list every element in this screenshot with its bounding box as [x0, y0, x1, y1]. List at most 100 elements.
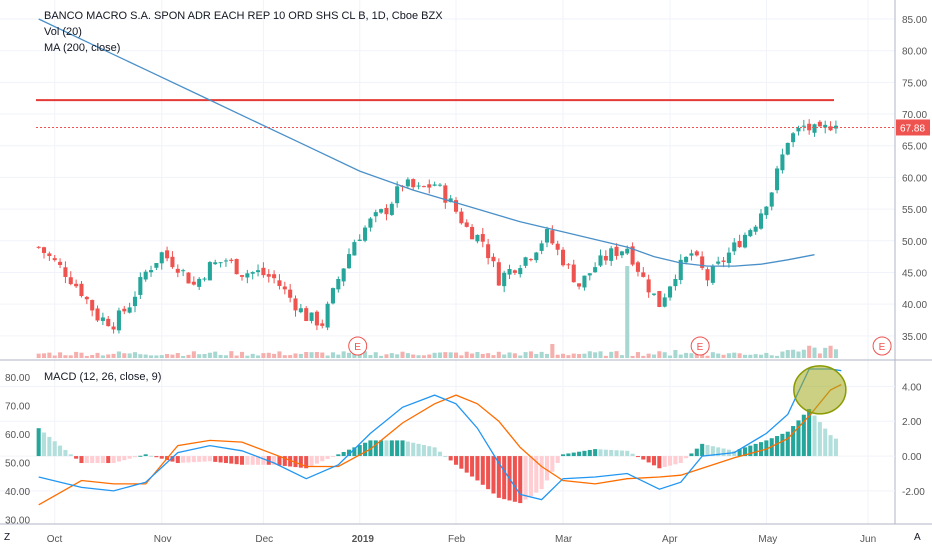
candle [100, 317, 105, 321]
candle [539, 243, 544, 251]
rsi-axis-tick: 40.00 [5, 487, 30, 498]
candle [678, 259, 683, 281]
macd-histogram-bar [528, 456, 533, 497]
macd-histogram-bar [694, 448, 699, 457]
symbol-title[interactable]: BANCO MACRO S.A. SPON ADR EACH REP 10 OR… [44, 10, 443, 22]
volume-bar [507, 352, 512, 358]
candle [373, 212, 378, 217]
macd-histogram-bar [346, 449, 352, 457]
candle [534, 252, 539, 261]
volume-bar [298, 353, 303, 358]
candle [427, 184, 432, 188]
candle [191, 281, 196, 285]
candle [421, 186, 426, 188]
volume-bar [58, 352, 63, 358]
candle [673, 279, 678, 287]
volume-bar [100, 355, 105, 358]
candle [603, 255, 608, 261]
macd-histogram-bar [437, 451, 443, 457]
volume-bar [518, 355, 523, 358]
volume-bar [261, 353, 266, 358]
macd-histogram-bar [833, 438, 838, 457]
candle [753, 226, 758, 232]
candle [261, 267, 266, 276]
rsi-axis-tick: 30.00 [5, 516, 30, 527]
volume-bar [288, 355, 293, 358]
volume-bar [646, 353, 651, 358]
volume-bar [464, 351, 469, 358]
volume-bar [416, 355, 421, 358]
candle [448, 198, 453, 203]
macd-histogram-bar [239, 456, 245, 465]
volume-bar [651, 354, 657, 358]
macd-axis-tick: 0.00 [902, 452, 922, 463]
candle [464, 222, 469, 227]
time-axis-tick: Dec [255, 534, 273, 545]
volume-bar [325, 355, 330, 358]
macd-histogram-bar [603, 449, 608, 457]
auto-scale-button[interactable]: A [914, 532, 921, 543]
macd-histogram-bar [154, 456, 159, 458]
macd-histogram-bar [330, 456, 335, 458]
macd-histogram-bar [298, 456, 303, 468]
macd-histogram-bar [379, 440, 384, 457]
volume-bar [320, 352, 325, 358]
volume-bar [63, 355, 68, 358]
volume-bar [207, 352, 212, 358]
macd-histogram-bar [812, 415, 817, 457]
candle [84, 296, 89, 300]
macd-histogram-bar [363, 442, 368, 457]
candle [453, 200, 459, 212]
macd-histogram-bar [373, 440, 378, 457]
candle [405, 179, 410, 187]
volume-bar [705, 355, 710, 358]
candle [116, 310, 121, 331]
volume-bar [502, 354, 507, 358]
candle [598, 255, 603, 266]
volume-bar [405, 353, 410, 358]
volume-bar [555, 354, 560, 358]
volume-bar [384, 354, 389, 358]
price-axis-tick: 85.00 [902, 15, 927, 26]
volume-indicator-label[interactable]: Vol (20) [44, 26, 82, 38]
candle [641, 272, 646, 277]
candle [587, 273, 592, 276]
macd-histogram-bar [181, 456, 186, 463]
volume-bar [700, 354, 705, 358]
macd-histogram-bar [197, 456, 202, 462]
candle [336, 279, 341, 290]
macd-histogram-bar [395, 440, 400, 457]
candle [662, 297, 667, 307]
volume-bar [68, 355, 73, 358]
time-axis-tick: May [758, 534, 777, 545]
volume-bar [668, 355, 673, 358]
volume-bar [534, 353, 539, 358]
macd-histogram-bar [229, 456, 234, 464]
volume-bar [170, 354, 175, 358]
last-price-value: 67.88 [900, 123, 925, 134]
candle [229, 259, 234, 261]
macd-histogram-bar [272, 456, 277, 465]
timezone-button[interactable]: Z [4, 532, 11, 543]
macd-histogram-bar [780, 433, 785, 457]
volume-bar [710, 352, 715, 358]
candle [657, 291, 662, 308]
macd-histogram-bar [577, 451, 582, 457]
volume-bar [780, 351, 785, 358]
volume-bar [582, 353, 587, 358]
macd-histogram-bar [721, 448, 726, 457]
volume-bar [90, 354, 95, 358]
candle [555, 243, 560, 250]
candle [582, 275, 587, 288]
macd-indicator-label[interactable]: MACD (12, 26, close, 9) [44, 371, 162, 383]
candle [138, 277, 143, 295]
candle [363, 227, 368, 241]
volume-bar [127, 353, 132, 358]
macd-histogram-bar [411, 442, 416, 457]
candle [769, 192, 774, 207]
rsi-axis-tick: 60.00 [5, 430, 30, 441]
price-axis-tick: 35.00 [902, 332, 927, 343]
ma-indicator-label[interactable]: MA (200, close) [44, 42, 121, 54]
candle [780, 154, 785, 171]
